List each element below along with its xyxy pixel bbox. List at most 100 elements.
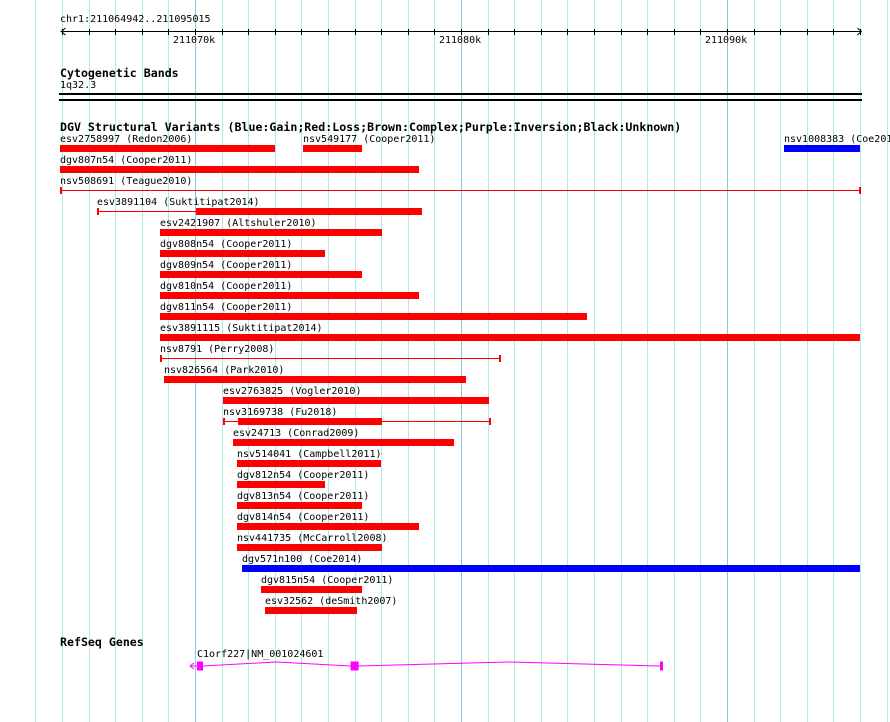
refseq-track-title[interactable]: RefSeq Genes <box>60 635 144 649</box>
dgv-feature-bar[interactable] <box>160 271 362 278</box>
dgv-feature-label[interactable]: dgv813n54 (Cooper2011) <box>237 491 370 502</box>
grid-line <box>833 0 834 722</box>
dgv-feature-label[interactable]: dgv812n54 (Cooper2011) <box>237 470 370 481</box>
dgv-feature-bar[interactable] <box>237 502 362 509</box>
dgv-feature-end-tick[interactable] <box>420 208 422 215</box>
grid-line <box>514 0 515 722</box>
grid-line <box>115 0 116 722</box>
dgv-feature-label[interactable]: esv32562 (deSmith2007) <box>265 596 398 607</box>
dgv-feature-bar[interactable] <box>261 586 362 593</box>
ruler[interactable] <box>0 0 890 60</box>
dgv-feature-end-tick[interactable] <box>489 418 491 425</box>
gene-exon <box>196 661 204 671</box>
grid-line <box>408 0 409 722</box>
grid-line <box>35 0 36 722</box>
dgv-feature-start-tick[interactable] <box>97 208 99 215</box>
grid-line <box>328 0 329 722</box>
grid-line <box>541 0 542 722</box>
grid-line <box>887 0 888 722</box>
dgv-feature-bar[interactable] <box>237 460 381 467</box>
gene-intron <box>358 661 661 667</box>
cytoband-track-title[interactable]: Cytogenetic Bands <box>60 66 179 80</box>
dgv-feature-label[interactable]: nsv1008383 (Coe201 <box>784 134 890 145</box>
dgv-feature-bar[interactable] <box>237 481 325 488</box>
dgv-feature-label[interactable]: dgv807n54 (Cooper2011) <box>60 155 193 166</box>
grid-line <box>594 0 595 722</box>
grid-line <box>275 0 276 722</box>
dgv-feature-label[interactable]: esv2758997 (Redon2006) <box>60 134 193 145</box>
dgv-feature-label[interactable]: nsv826564 (Park2010) <box>164 365 285 376</box>
dgv-feature-bar[interactable] <box>784 145 860 152</box>
grid-line <box>222 0 223 722</box>
dgv-feature-label[interactable]: dgv814n54 (Cooper2011) <box>237 512 370 523</box>
dgv-feature-label[interactable]: esv2763825 (Vogler2010) <box>223 386 362 397</box>
dgv-feature-label[interactable]: nsv3169738 (Fu2018) <box>223 407 338 418</box>
grid-line <box>700 0 701 722</box>
dgv-feature-label[interactable]: dgv809n54 (Cooper2011) <box>160 260 293 271</box>
dgv-feature-bar[interactable] <box>242 565 860 572</box>
dgv-feature-label[interactable]: esv2421907 (Altshuler2010) <box>160 218 317 229</box>
dgv-feature-label[interactable]: dgv571n100 (Coe2014) <box>242 554 363 565</box>
dgv-feature-bar[interactable] <box>237 523 419 530</box>
cytoband-ideogram-top <box>59 93 862 95</box>
ruler-right-arrow-icon <box>857 27 863 36</box>
gene-exon <box>659 661 664 671</box>
dgv-feature-bar[interactable] <box>60 145 275 152</box>
dgv-feature-span-line[interactable] <box>60 190 860 191</box>
dgv-feature-bar[interactable] <box>160 292 419 299</box>
grid-line <box>621 0 622 722</box>
grid-line <box>62 0 63 722</box>
dgv-feature-label[interactable]: dgv808n54 (Cooper2011) <box>160 239 293 250</box>
dgv-feature-label[interactable]: nsv441735 (McCarroll2008) <box>237 533 388 544</box>
grid-line <box>488 0 489 722</box>
ruler-tick-label: 211090k <box>705 35 748 46</box>
dgv-feature-start-tick[interactable] <box>160 355 162 362</box>
dgv-feature-end-tick[interactable] <box>859 187 861 194</box>
dgv-feature-bar[interactable] <box>233 439 454 446</box>
dgv-feature-start-tick[interactable] <box>60 187 62 194</box>
grid-line <box>674 0 675 722</box>
grid-line <box>248 0 249 722</box>
dgv-feature-bar[interactable] <box>160 334 860 341</box>
ruler-tick-label: 211080k <box>439 35 482 46</box>
dgv-feature-label[interactable]: esv3891115 (Suktitipat2014) <box>160 323 323 334</box>
dgv-feature-label[interactable]: dgv811n54 (Cooper2011) <box>160 302 293 313</box>
grid-line <box>567 0 568 722</box>
dgv-feature-bar[interactable] <box>60 166 419 173</box>
gene-label[interactable]: C1orf227|NM_001024601 <box>197 649 324 660</box>
dgv-feature-bar[interactable] <box>160 229 382 236</box>
dgv-feature-label[interactable]: esv24713 (Conrad2009) <box>233 428 360 439</box>
dgv-track-title[interactable]: DGV Structural Variants (Blue:Gain;Red:L… <box>60 120 682 134</box>
cytoband-ideogram-bottom <box>59 99 862 101</box>
grid-line <box>301 0 302 722</box>
dgv-feature-label[interactable]: nsv514041 (Campbell2011) <box>237 449 382 460</box>
dgv-feature-label[interactable]: nsv549177 (Cooper2011) <box>303 134 436 145</box>
grid-line <box>647 0 648 722</box>
dgv-feature-label[interactable]: dgv810n54 (Cooper2011) <box>160 281 293 292</box>
grid-line <box>727 0 728 722</box>
dgv-feature-label[interactable]: esv3891104 (Suktitipat2014) <box>97 197 260 208</box>
cytoband-label: 1q32.3 <box>60 80 97 91</box>
dgv-feature-label[interactable]: nsv8791 (Perry2008) <box>160 344 275 355</box>
dgv-feature-start-tick[interactable] <box>223 418 225 425</box>
dgv-feature-bar[interactable] <box>303 145 362 152</box>
grid-line <box>89 0 90 722</box>
dgv-feature-bar[interactable] <box>160 250 325 257</box>
dgv-feature-span-line[interactable] <box>160 358 500 359</box>
grid-line <box>754 0 755 722</box>
grid-line <box>807 0 808 722</box>
dgv-feature-label[interactable]: dgv815n54 (Cooper2011) <box>261 575 394 586</box>
dgv-feature-bar[interactable] <box>164 376 466 383</box>
dgv-feature-bar[interactable] <box>265 607 357 614</box>
dgv-feature-bar[interactable] <box>223 397 489 404</box>
dgv-feature-bar[interactable] <box>196 208 421 215</box>
dgv-feature-bar[interactable] <box>238 418 382 425</box>
grid-line <box>195 0 196 722</box>
dgv-feature-bar[interactable] <box>160 313 587 320</box>
dgv-feature-label[interactable]: nsv508691 (Teague2010) <box>60 176 193 187</box>
grid-line <box>780 0 781 722</box>
dgv-feature-bar[interactable] <box>237 544 382 551</box>
dgv-feature-end-tick[interactable] <box>499 355 501 362</box>
